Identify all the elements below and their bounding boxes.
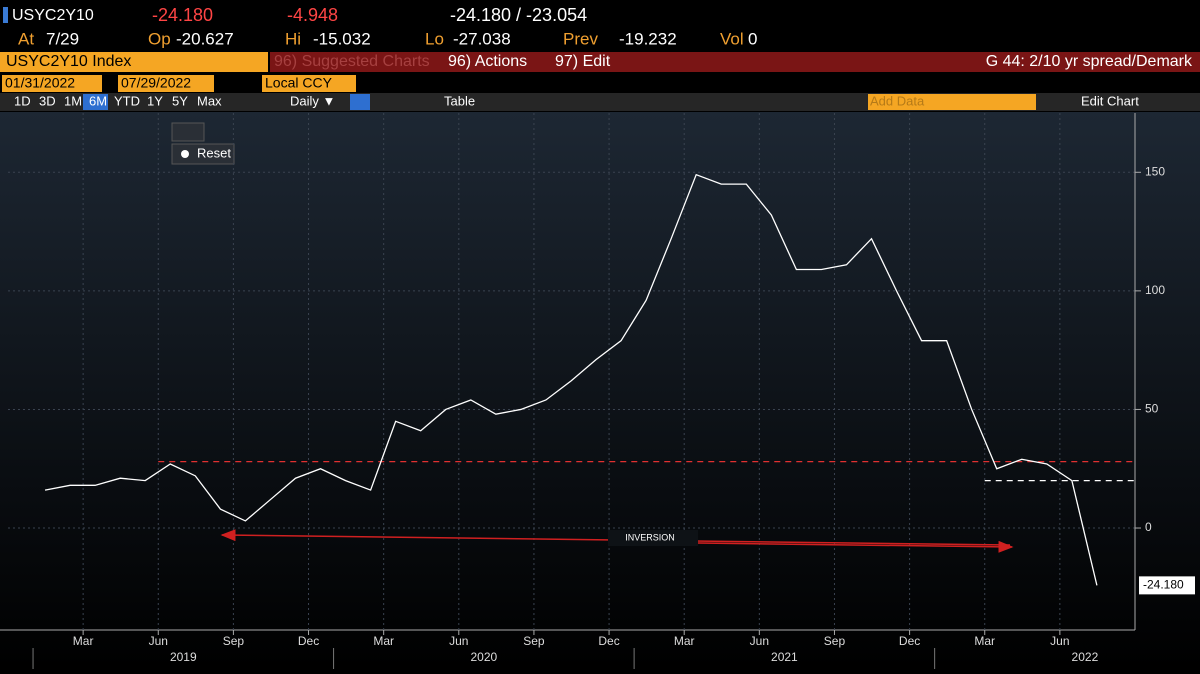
x-tick-label: Dec: [899, 634, 920, 648]
period-button[interactable]: YTD: [114, 93, 140, 108]
period-button[interactable]: 1Y: [147, 93, 163, 108]
period-button[interactable]: Max: [197, 93, 222, 108]
year-label: 2021: [771, 650, 798, 664]
stat-value: -27.038: [453, 29, 511, 48]
table-button[interactable]: Table: [444, 93, 475, 108]
x-tick-label: Jun: [750, 634, 769, 648]
ticker-marker: [3, 7, 8, 23]
stat-label: Hi: [285, 29, 301, 48]
last-price: -24.180: [152, 5, 213, 25]
x-tick-label: Sep: [824, 634, 846, 648]
end-date: 07/29/2022: [121, 75, 191, 91]
start-date-box[interactable]: [2, 75, 102, 92]
year-label: 2020: [470, 650, 497, 664]
stat-value: 7/29: [46, 29, 79, 48]
period-button[interactable]: 1D: [14, 93, 31, 108]
ticker: USYC2Y10: [12, 7, 94, 24]
x-tick-label: Sep: [223, 634, 245, 648]
start-date: 01/31/2022: [5, 75, 75, 91]
y-tick-label: 50: [1145, 402, 1159, 416]
last-value-box: [1139, 576, 1195, 595]
suggested-charts[interactable]: 96) Suggested Charts: [274, 53, 430, 70]
chart-bg: [0, 112, 1200, 669]
y-tick-label: 100: [1145, 283, 1165, 297]
last-value-label: -24.180: [1143, 578, 1184, 592]
currency-box[interactable]: [262, 75, 356, 92]
stat-value: -19.232: [619, 29, 677, 48]
change: -4.948: [287, 5, 338, 25]
reset-button[interactable]: [171, 143, 235, 165]
reset: Reset: [197, 145, 231, 160]
stat-label: At: [18, 29, 34, 48]
currency: Local CCY: [265, 75, 333, 91]
edit-chart[interactable]: Edit Chart: [1081, 93, 1139, 108]
year-label: 2022: [1072, 650, 1099, 664]
y-tick-label: 150: [1145, 164, 1165, 178]
annotation: INVERSION: [625, 532, 675, 542]
stat-label: Op: [148, 29, 171, 48]
period-button[interactable]: 5Y: [172, 93, 188, 108]
stat-label: Vol: [720, 29, 744, 48]
x-tick-label: Mar: [674, 634, 695, 648]
x-tick-label: Mar: [974, 634, 995, 648]
security: USYC2Y10 Index: [6, 53, 131, 70]
annotation-bg: [608, 530, 698, 546]
stat-label: Lo: [425, 29, 444, 48]
inversion-arrow: [697, 540, 1014, 553]
x-tick-label: Dec: [298, 634, 319, 648]
x-tick-label: Sep: [523, 634, 545, 648]
menu-bar: [270, 52, 1200, 72]
active-period: [83, 94, 108, 110]
edit-menu[interactable]: 97) Edit: [555, 53, 611, 70]
bid-ask: -24.180 / -23.054: [450, 5, 587, 25]
frequency[interactable]: Daily ▼: [290, 93, 335, 108]
y-tick-label: 0: [1145, 520, 1152, 534]
stat-value: -15.032: [313, 29, 371, 48]
period-button[interactable]: 6M: [89, 93, 107, 108]
x-tick-label: Mar: [73, 634, 94, 648]
x-tick-label: Jun: [149, 634, 168, 648]
add-data-box[interactable]: [868, 94, 1036, 110]
end-date-box[interactable]: [118, 75, 214, 92]
x-tick-label: Jun: [449, 634, 468, 648]
year-label: 2019: [170, 650, 197, 664]
x-tick-label: Jun: [1050, 634, 1069, 648]
add-data: Add Data: [870, 93, 925, 108]
header-bg: [0, 0, 1200, 50]
x-tick-label: Dec: [598, 634, 619, 648]
chart-name: G 44: 2/10 yr spread/Demark: [986, 53, 1193, 70]
series-line: [44, 173, 1098, 586]
x-tick-label: Mar: [373, 634, 394, 648]
period-button[interactable]: 3D: [39, 93, 56, 108]
stat-value: -20.627: [176, 29, 234, 48]
stat-value: 0: [748, 29, 757, 48]
line-chart-button[interactable]: [350, 94, 370, 110]
actions-menu[interactable]: 96) Actions: [448, 53, 527, 70]
period-button[interactable]: 1M: [64, 93, 82, 108]
chart-style-button[interactable]: [171, 122, 205, 142]
security-box[interactable]: [0, 52, 268, 72]
stat-label: Prev: [563, 29, 598, 48]
reset-icon: [181, 150, 189, 158]
